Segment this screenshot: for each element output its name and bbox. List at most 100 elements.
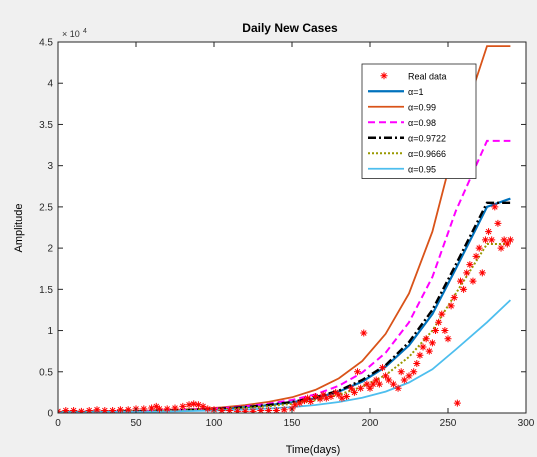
data-point-54 — [366, 384, 374, 392]
x-tick-label-0: 0 — [55, 418, 61, 429]
data-point-65 — [405, 372, 413, 380]
data-point-56 — [372, 376, 380, 384]
data-point-36 — [300, 397, 308, 405]
data-point-24 — [218, 407, 226, 413]
data-point-18 — [185, 401, 193, 409]
data-point-26 — [233, 407, 241, 413]
data-point-4 — [85, 407, 93, 413]
data-point-20 — [194, 401, 202, 409]
x-tick-label-6: 300 — [518, 418, 535, 429]
data-point-80 — [453, 399, 461, 407]
y-tick-label-8: 4 — [47, 79, 53, 90]
y-axis-label: Amplitude — [13, 204, 25, 253]
data-point-40 — [316, 395, 324, 403]
legend: Real data α=1 α=0.99 α=0.98 α=0.9722 α=0.9666… — [361, 63, 477, 179]
data-point-39 — [311, 393, 319, 401]
data-point-3 — [77, 407, 85, 413]
data-point-90 — [485, 228, 493, 236]
data-point-11 — [140, 405, 148, 413]
data-point-69 — [419, 343, 427, 351]
data-point-75 — [438, 310, 446, 318]
data-point-85 — [469, 277, 477, 285]
data-point-31 — [272, 407, 280, 413]
y-tick-label-1: 0.5 — [39, 367, 53, 378]
y-tick-label-4: 2 — [47, 244, 53, 255]
data-point-81 — [456, 277, 464, 285]
data-point-28 — [249, 407, 257, 413]
axis-exponent-label: × 10 4 — [62, 28, 87, 39]
exponent-base: × 10 — [62, 29, 80, 39]
data-point-45 — [335, 391, 343, 399]
data-point-27 — [241, 407, 249, 413]
data-point-51 — [357, 384, 365, 392]
y-tick-label-5: 2.5 — [39, 202, 53, 213]
series-line-5 — [58, 299, 512, 413]
data-point-84 — [466, 261, 474, 269]
data-point-12 — [148, 404, 156, 412]
data-point-67 — [413, 360, 421, 368]
y-tick-label-3: 1.5 — [39, 285, 53, 296]
legend-label-1: α=0.99 — [408, 102, 436, 112]
data-point-9 — [124, 406, 132, 413]
data-point-22 — [204, 405, 212, 413]
data-point-71 — [425, 347, 433, 355]
x-tick-label-5: 250 — [440, 418, 457, 429]
data-point-96 — [503, 240, 511, 248]
chart-title: Daily New Cases — [242, 21, 338, 35]
data-point-53 — [363, 380, 371, 388]
data-point-46 — [338, 394, 346, 402]
data-point-82 — [460, 285, 468, 293]
x-tick-label-2: 100 — [206, 418, 223, 429]
data-point-94 — [497, 244, 505, 252]
data-point-14 — [155, 405, 163, 413]
data-point-6 — [101, 407, 109, 413]
data-point-43 — [327, 393, 335, 401]
data-point-7 — [109, 407, 117, 413]
data-point-72 — [428, 339, 436, 347]
data-point-64 — [400, 376, 408, 384]
y-tick-label-9: 4.5 — [39, 38, 53, 49]
data-point-93 — [494, 219, 502, 227]
data-point-92 — [491, 203, 499, 211]
data-point-16 — [171, 404, 179, 412]
data-point-60 — [385, 376, 393, 384]
data-point-34 — [291, 401, 299, 409]
exponent-power: 4 — [83, 28, 87, 35]
y-tick-label-7: 3.5 — [39, 120, 53, 131]
series-line-3 — [58, 201, 511, 413]
data-point-49 — [350, 388, 358, 396]
data-point-59 — [382, 372, 390, 380]
data-point-62 — [394, 384, 402, 392]
legend-label-0: α=1 — [408, 87, 423, 97]
data-point-21 — [199, 402, 207, 410]
legend-label-5: α=0.95 — [408, 164, 436, 174]
data-point-37 — [304, 394, 312, 402]
data-point-15 — [163, 405, 171, 413]
data-point-5 — [93, 406, 101, 413]
data-point-63 — [397, 368, 405, 376]
data-point-68 — [416, 351, 424, 359]
series-line-2 — [58, 139, 511, 413]
legend-label-4: α=0.9666 — [408, 149, 446, 159]
data-point-19 — [190, 400, 198, 408]
data-point-87 — [475, 244, 483, 252]
data-point-86 — [472, 252, 480, 260]
data-point-2 — [70, 407, 78, 413]
data-point-58 — [378, 364, 386, 372]
data-point-35 — [296, 399, 304, 407]
series-layer — [58, 45, 512, 413]
data-point-79 — [450, 294, 458, 302]
data-point-74 — [435, 318, 443, 326]
data-point-95 — [500, 236, 508, 244]
data-point-77 — [444, 335, 452, 343]
legend-label-3: α=0.9722 — [408, 133, 446, 143]
data-point-42 — [322, 394, 330, 402]
data-point-38 — [307, 397, 315, 405]
data-point-76 — [441, 327, 449, 335]
ticks-layer: 0 50 100 150 200 250 300 0 0.5 1 1.5 2 2.5 3 3.5 4 4.5 — [39, 38, 535, 430]
x-axis-label: Time(days) — [286, 444, 341, 456]
data-point-83 — [463, 269, 471, 277]
data-point-55 — [369, 380, 377, 388]
data-point-50 — [354, 368, 362, 376]
